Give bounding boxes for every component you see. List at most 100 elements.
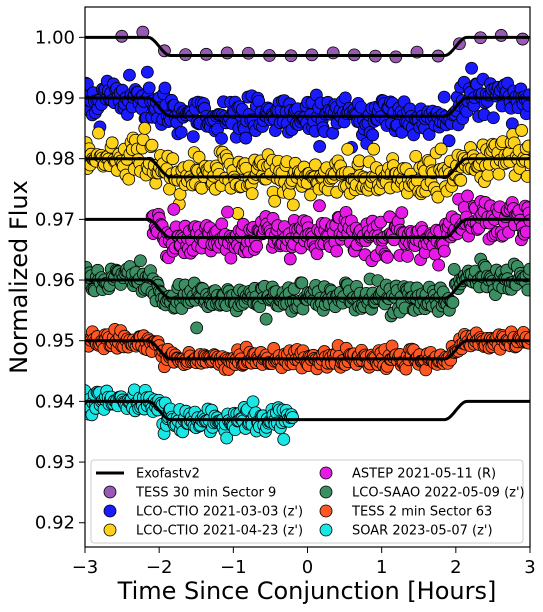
data-point — [215, 217, 229, 231]
data-point — [521, 169, 530, 183]
legend-label: LCO-CTIO 2021-03-03 (z') — [136, 505, 303, 520]
legend-entry: SOAR 2023-05-07 (z') — [319, 523, 493, 539]
y-tick-label: 0.97 — [35, 209, 75, 230]
y-tick-label: 0.99 — [35, 88, 75, 109]
data-point — [92, 126, 105, 140]
series-5 — [85, 323, 530, 377]
legend-entry: Exofastv2 — [96, 467, 200, 482]
x-tick-label: 2 — [450, 557, 461, 578]
data-point — [437, 244, 451, 258]
x-tick-label: −2 — [146, 557, 173, 578]
data-point — [330, 244, 344, 258]
series-4 — [85, 252, 530, 335]
legend-label: SOAR 2023-05-07 (z') — [352, 524, 493, 539]
data-point — [516, 32, 530, 46]
legend-label: LCO-SAAO 2022-05-09 (z') — [352, 486, 525, 501]
data-point — [313, 199, 326, 213]
model-curve-2 — [85, 157, 530, 179]
data-point — [220, 46, 234, 60]
legend: Exofastv2 TESS 30 min Sector 9 LCO-CTIO 20… — [90, 459, 525, 544]
model-curve-3 — [85, 217, 530, 240]
data-point — [446, 296, 460, 309]
data-point — [246, 395, 260, 409]
legend-label: Exofastv2 — [136, 467, 200, 482]
legend-marker — [103, 485, 117, 499]
data-point — [522, 139, 530, 153]
data-point — [431, 190, 445, 204]
data-point — [487, 111, 500, 125]
data-point — [341, 142, 355, 156]
legend-marker — [103, 504, 117, 518]
data-point — [186, 130, 200, 144]
data-point — [174, 125, 188, 139]
data-point — [215, 132, 228, 145]
legend-marker — [319, 504, 333, 518]
legend-marker — [103, 523, 117, 537]
data-point — [295, 276, 309, 290]
data-point — [221, 205, 234, 219]
data-point — [521, 283, 530, 297]
data-point — [158, 81, 172, 95]
model-curve-5 — [85, 339, 530, 361]
legend-marker — [319, 523, 333, 537]
data-point — [447, 262, 461, 276]
y-tick-label: 0.96 — [35, 270, 75, 291]
legend-label: TESS 30 min Sector 9 — [135, 486, 276, 501]
data-point — [105, 136, 119, 150]
data-point — [142, 81, 156, 95]
legend-box — [90, 459, 524, 544]
data-point — [220, 431, 234, 445]
data-point — [422, 128, 436, 141]
data-point — [167, 202, 181, 216]
legend-entry: TESS 2 min Sector 63 — [319, 504, 492, 520]
model-curve-1 — [85, 96, 530, 118]
data-point — [166, 152, 180, 166]
x-tick-label: −1 — [220, 557, 247, 578]
model-layer — [85, 35, 530, 422]
y-tick-label: 0.98 — [35, 149, 75, 170]
data-point — [145, 138, 159, 152]
data-point — [367, 142, 381, 156]
data-point — [245, 187, 259, 201]
x-tick-label: 0 — [302, 557, 313, 578]
data-point — [190, 321, 204, 335]
x-tick-label: 3 — [524, 557, 535, 578]
data-point — [286, 411, 299, 424]
data-point — [259, 312, 273, 326]
data-point — [138, 121, 152, 135]
data-point — [140, 65, 154, 79]
data-point — [401, 249, 414, 263]
data-point — [434, 142, 448, 156]
data-point — [409, 149, 423, 163]
data-point — [432, 258, 446, 272]
legend-entry: ASTEP 2021-05-11 (R) — [319, 466, 496, 482]
legend-entry: TESS 30 min Sector 9 — [103, 485, 276, 501]
y-tick-label: 0.92 — [35, 513, 75, 534]
model-curve-6 — [85, 399, 530, 422]
data-point — [522, 99, 530, 113]
ticks-layer: 0.92 0.93 0.94 0.95 0.96 0.97 0.98 0.99 1.00 −3 −2… — [35, 27, 536, 578]
data-point — [437, 90, 451, 104]
legend-label: ASTEP 2021-05-11 (R) — [352, 467, 496, 482]
model-curve-0 — [85, 35, 530, 58]
legend-entry: LCO-CTIO 2021-04-23 (z') — [103, 523, 303, 539]
data-point — [380, 250, 394, 264]
y-tick-label: 0.93 — [35, 452, 75, 473]
legend-entry: LCO-CTIO 2021-03-03 (z') — [103, 504, 303, 520]
data-point — [277, 432, 291, 446]
legend-label: LCO-CTIO 2021-04-23 (z') — [136, 524, 303, 539]
y-axis-title: Normalized Flux — [5, 180, 33, 374]
series-6 — [85, 383, 299, 446]
data-point — [134, 254, 147, 268]
data-point — [492, 167, 506, 181]
legend-marker — [319, 466, 333, 480]
legend-label: TESS 2 min Sector 63 — [351, 505, 492, 520]
series-0 — [115, 25, 530, 64]
y-tick-label: 1.00 — [35, 27, 75, 48]
data-point — [515, 124, 529, 137]
series-2 — [85, 121, 530, 220]
y-tick-label: 0.94 — [35, 391, 75, 412]
data-point — [239, 131, 253, 145]
x-tick-label: −3 — [72, 557, 99, 578]
